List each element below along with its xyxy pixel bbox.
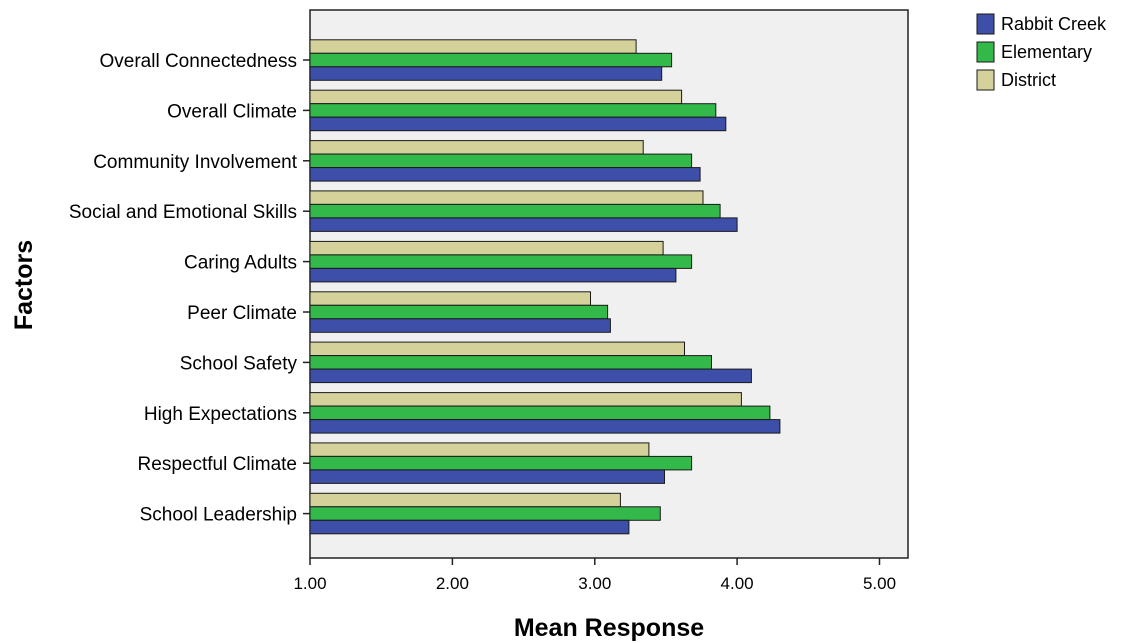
legend: Rabbit Creek Elementary District (976, 13, 1107, 91)
x-tick-label: 2.00 (436, 574, 469, 593)
bar (309, 519, 630, 535)
bar (309, 52, 673, 68)
bar (309, 240, 664, 256)
bar (309, 217, 738, 232)
legend-label: Rabbit Creek (1001, 14, 1107, 34)
bar (309, 153, 693, 169)
bar (309, 66, 663, 81)
bar (309, 116, 727, 132)
category-label: School Leadership (140, 505, 297, 526)
bar (309, 368, 752, 384)
bar (309, 254, 693, 269)
bar (309, 419, 781, 434)
bar (309, 267, 677, 283)
x-axis-title: Mean Response (514, 614, 704, 642)
legend-label: District (1001, 70, 1056, 90)
value-axis: 1.00 2.00 3.00 4.00 5.00 (293, 558, 896, 593)
bar (309, 469, 665, 484)
bar (309, 392, 742, 407)
category-label: Overall Climate (167, 101, 297, 122)
bar (309, 203, 721, 219)
bars-layer (309, 39, 781, 535)
bar (309, 304, 609, 320)
legend-swatch (976, 69, 995, 91)
category-label: Overall Connectedness (100, 51, 298, 72)
legend-label: Elementary (1001, 42, 1092, 62)
bar (309, 318, 611, 333)
y-axis-title: Factors (10, 240, 38, 330)
bar (309, 341, 685, 357)
bar (309, 167, 701, 182)
bar (309, 492, 621, 508)
bar (309, 455, 693, 471)
bar (309, 442, 650, 457)
x-tick-label: 3.00 (578, 574, 611, 593)
x-tick-label: 5.00 (863, 574, 896, 593)
x-tick-label: 1.00 (293, 574, 326, 593)
bar (309, 39, 637, 54)
category-label: Caring Adults (184, 253, 297, 274)
bar (309, 291, 591, 306)
bar (309, 405, 771, 421)
category-label: High Expectations (144, 404, 297, 425)
category-label: Community Involvement (93, 152, 298, 173)
bar (309, 190, 704, 205)
legend-swatch (976, 13, 995, 35)
category-label: Respectful Climate (138, 454, 297, 475)
category-label: Social and Emotional Skills (69, 202, 297, 223)
category-label: Peer Climate (187, 303, 297, 324)
bar (309, 89, 683, 105)
category-label: School Safety (180, 353, 298, 374)
x-tick-label: 4.00 (721, 574, 754, 593)
bar (309, 506, 661, 521)
legend-swatch (976, 41, 995, 63)
bar (309, 355, 712, 370)
bar (309, 140, 644, 155)
bar (309, 103, 717, 118)
category-axis: Overall Connectedness Overall Climate Comm… (69, 51, 310, 526)
